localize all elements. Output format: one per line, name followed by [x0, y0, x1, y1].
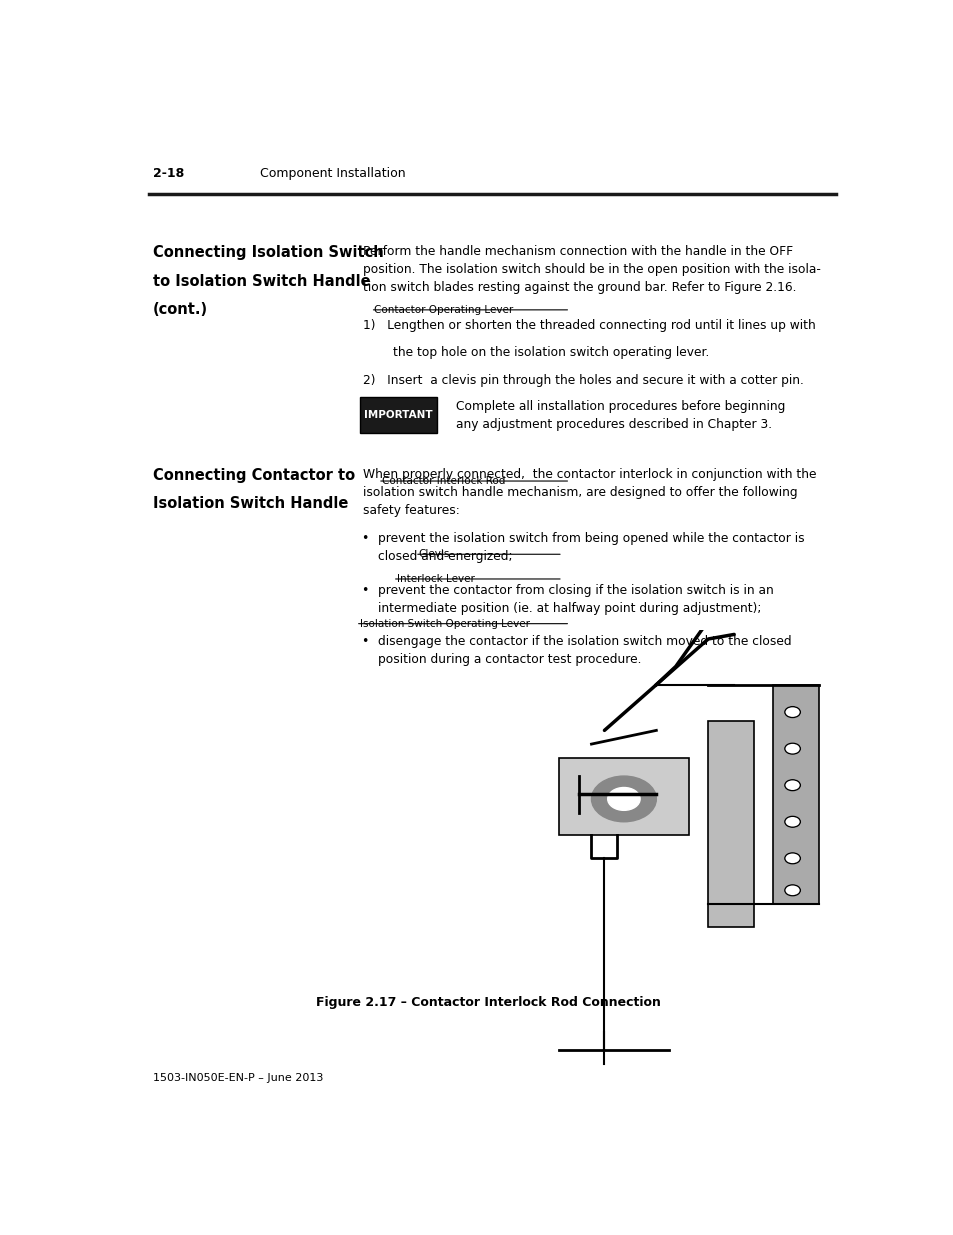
- Text: Complete all installation procedures before beginning
any adjustment procedures : Complete all installation procedures bef…: [456, 400, 784, 431]
- Text: 1)   Lengthen or shorten the threaded connecting rod until it lines up with: 1) Lengthen or shorten the threaded conn…: [363, 320, 815, 332]
- Polygon shape: [558, 758, 688, 835]
- Text: Figure 2.17 – Contactor Interlock Rod Connection: Figure 2.17 – Contactor Interlock Rod Co…: [316, 997, 660, 1009]
- Text: (cont.): (cont.): [152, 303, 208, 317]
- Text: •: •: [360, 635, 368, 648]
- Text: Isolation Switch Operating Lever: Isolation Switch Operating Lever: [359, 619, 529, 629]
- Text: Interlock Lever: Interlock Lever: [396, 574, 474, 584]
- Text: Connecting Isolation Switch: Connecting Isolation Switch: [152, 246, 383, 261]
- Text: 2-18: 2-18: [152, 167, 184, 179]
- Circle shape: [784, 779, 800, 790]
- Text: 2)   Insert  a clevis pin through the holes and secure it with a cotter pin.: 2) Insert a clevis pin through the holes…: [363, 373, 803, 387]
- FancyBboxPatch shape: [359, 398, 436, 433]
- Text: Clevis: Clevis: [418, 550, 450, 559]
- Text: Contactor Operating Lever: Contactor Operating Lever: [374, 305, 513, 315]
- Text: When properly connected,  the contactor interlock in conjunction with the
isolat: When properly connected, the contactor i…: [363, 468, 816, 516]
- Text: •: •: [360, 584, 368, 597]
- Text: disengage the contactor if the isolation switch moved to the closed
position dur: disengage the contactor if the isolation…: [377, 635, 791, 666]
- Text: Isolation Switch Handle: Isolation Switch Handle: [152, 496, 348, 511]
- Circle shape: [591, 776, 656, 821]
- Circle shape: [784, 743, 800, 755]
- Circle shape: [784, 706, 800, 718]
- Text: to Isolation Switch Handle: to Isolation Switch Handle: [152, 274, 370, 289]
- Text: Component Installation: Component Installation: [259, 167, 405, 179]
- Circle shape: [784, 816, 800, 827]
- Polygon shape: [707, 721, 753, 926]
- Text: prevent the isolation switch from being opened while the contactor is
closed and: prevent the isolation switch from being …: [377, 532, 803, 563]
- Text: Connecting Contactor to: Connecting Contactor to: [152, 468, 355, 483]
- Text: 1503-IN050E-EN-P – June 2013: 1503-IN050E-EN-P – June 2013: [152, 1072, 322, 1083]
- Text: •: •: [360, 532, 368, 546]
- Circle shape: [607, 788, 639, 810]
- Text: prevent the contactor from closing if the isolation switch is in an
intermediate: prevent the contactor from closing if th…: [377, 584, 773, 615]
- Circle shape: [784, 884, 800, 895]
- Text: the top hole on the isolation switch operating lever.: the top hole on the isolation switch ope…: [393, 346, 708, 359]
- Text: Perform the handle mechanism connection with the handle in the OFF
position. The: Perform the handle mechanism connection …: [363, 246, 821, 294]
- Circle shape: [784, 853, 800, 863]
- Text: IMPORTANT: IMPORTANT: [363, 410, 432, 420]
- Polygon shape: [772, 684, 818, 904]
- Text: Contactor Interlock Rod: Contactor Interlock Rod: [381, 475, 504, 487]
